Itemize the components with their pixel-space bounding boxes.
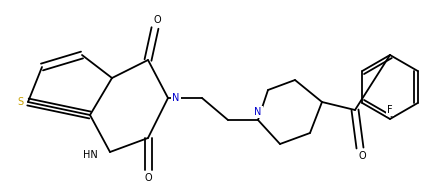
Text: O: O: [144, 173, 152, 183]
Text: O: O: [358, 151, 366, 161]
Text: F: F: [387, 105, 393, 115]
Text: N: N: [254, 107, 262, 117]
Text: S: S: [17, 97, 23, 107]
Text: O: O: [153, 15, 161, 25]
Text: N: N: [172, 93, 180, 103]
Text: HN: HN: [83, 150, 98, 160]
